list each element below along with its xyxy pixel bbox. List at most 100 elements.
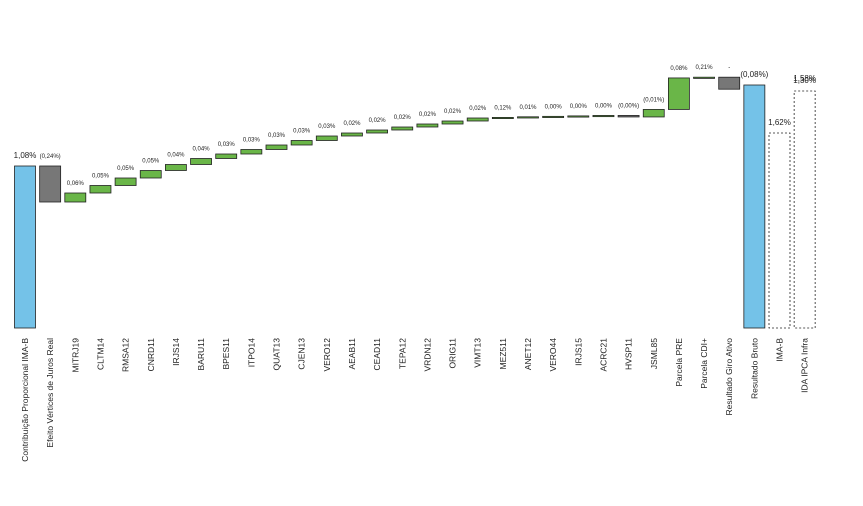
bar-irjs15: [567, 115, 590, 118]
value-label: (0,00%): [618, 103, 639, 109]
value-label: 0,05%: [92, 174, 110, 180]
value-label: 0,02%: [369, 118, 387, 124]
category-label: VERO44: [548, 338, 558, 372]
bar-parcela-cdi-: [693, 76, 715, 79]
category-label: Contribuição Proporcional IMA-B: [20, 338, 30, 462]
value-label: 0,00%: [545, 104, 563, 110]
bar-quat13: [265, 144, 288, 150]
category-label: IMA-B: [775, 338, 785, 362]
value-label: 0,21%: [696, 65, 714, 71]
value-label: 0,05%: [117, 166, 135, 172]
category-label: Efeito Vértices de Juros Real: [45, 338, 55, 448]
bar-itpo14: [240, 149, 263, 155]
value-label: 0,02%: [419, 112, 437, 118]
category-label: IRJS14: [171, 338, 181, 366]
category-label: ITPO14: [246, 338, 256, 368]
category-label: Resultado Giro Ativo: [724, 338, 734, 416]
value-label: 0,12%: [494, 105, 512, 111]
category-label: RMSA12: [121, 338, 131, 372]
category-label: CLTM14: [95, 338, 105, 370]
value-label: 0,02%: [469, 106, 487, 112]
category-labels-layer: Contribuição Proporcional IMA-B Efeito Vé…: [20, 338, 810, 462]
bar-acrc21: [592, 115, 615, 118]
bar-ima-b: [768, 132, 791, 329]
value-label: 0,08%: [670, 66, 688, 72]
value-label: 0,01%: [519, 105, 537, 111]
bar-hvsp11: [617, 115, 640, 118]
bar-orig11: [441, 120, 464, 125]
category-label: BPES11: [221, 338, 231, 370]
category-label: Resultado Bruto: [749, 338, 759, 399]
bar-parcela-pre: [668, 77, 690, 110]
bar-efeito-v-rtices-de-juros-real: [39, 165, 62, 203]
category-label: IRJS15: [573, 338, 583, 366]
value-label: 0,02%: [343, 121, 361, 127]
category-label: ACRC21: [598, 338, 608, 372]
value-label: 0,00%: [595, 103, 613, 109]
category-label: ORIG11: [448, 338, 458, 369]
category-label: BARU11: [196, 338, 206, 371]
bar-aeab11: [341, 132, 363, 137]
value-label: 0,03%: [218, 142, 236, 148]
bar-cjen13: [290, 140, 313, 146]
bars-layer: [14, 76, 816, 329]
value-label: 1,08%: [14, 151, 37, 160]
bar-anet12: [517, 116, 539, 119]
category-label: VIMT13: [473, 338, 483, 368]
category-label: MEZ511: [498, 338, 508, 370]
category-label: VRDN12: [422, 338, 432, 372]
value-label: 1,30%: [793, 76, 816, 85]
bar-vero44: [542, 115, 565, 118]
bar-jsml85: [642, 109, 665, 118]
value-label: (0,24%): [40, 154, 61, 160]
category-label: IDA IPCA Infra: [800, 338, 810, 393]
value-label: 0,04%: [193, 147, 211, 153]
bar-vrdn12: [416, 123, 439, 128]
category-label: ANET12: [523, 338, 533, 370]
bar-cltm14: [89, 185, 112, 194]
bar-rmsa12: [114, 177, 137, 186]
category-label: JSML85: [649, 338, 659, 369]
bar-resultado-bruto: [743, 84, 766, 329]
bar-irjs14: [164, 164, 187, 171]
value-label: 0,02%: [444, 109, 462, 115]
value-label: 0,02%: [394, 115, 412, 121]
value-label: 1,58%: [793, 74, 816, 83]
value-label: 0,03%: [268, 133, 286, 139]
value-label: 0,06%: [67, 181, 85, 187]
bar-contribui-o-proporcional-ima-b: [14, 165, 36, 329]
bar-bpes11: [215, 153, 238, 159]
category-label: MITRJ19: [70, 338, 80, 373]
category-label: CJEN13: [297, 338, 307, 370]
value-label: 0,00%: [570, 104, 588, 110]
bar-baru11: [190, 158, 212, 165]
value-labels-layer: 1,08% (0,24%) 0,06% 0,05% 0,05% 0,05% 0,04% 0,0…: [14, 65, 816, 187]
value-label: 1,62%: [768, 118, 791, 127]
value-label: 0,03%: [243, 138, 261, 144]
category-label: Parcela PRE: [674, 338, 684, 387]
value-label: 0,04%: [167, 153, 185, 159]
bar-tepa12: [391, 126, 414, 131]
bar-ida-ipca-infra: [793, 90, 816, 329]
bar-vero12: [315, 135, 338, 141]
category-label: HVSP11: [624, 338, 634, 370]
value-label: (0,08%): [740, 70, 768, 79]
category-label: QUAT13: [272, 338, 282, 371]
value-label: (0,01%): [643, 97, 664, 103]
bar-mitrj19: [64, 192, 87, 203]
value-label: -: [728, 65, 730, 71]
category-label: Parcela CDI+: [699, 338, 709, 389]
bar-vimt13: [466, 117, 489, 122]
category-label: AEAB11: [347, 338, 357, 370]
category-label: VERO12: [322, 338, 332, 372]
bar-resultado-giro-ativo: [718, 76, 741, 90]
value-label: 0,03%: [293, 129, 311, 135]
category-label: TEPA12: [397, 338, 407, 369]
bar-cnrd11: [139, 170, 162, 179]
category-label: CNRD11: [146, 338, 156, 372]
value-label: 0,05%: [142, 159, 160, 165]
bar-mez511: [491, 117, 514, 120]
value-label: 0,03%: [318, 124, 336, 130]
